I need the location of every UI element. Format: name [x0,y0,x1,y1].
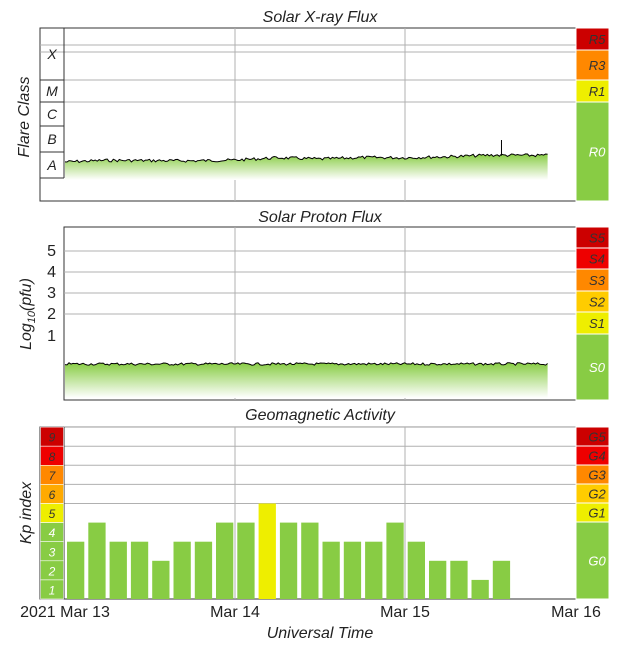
kp-level-label: 4 [49,526,56,540]
radio-scale-label: R3 [589,58,606,73]
x-tick-label-0: 2021 Mar 13 [20,604,110,621]
proton-ylabel-tail: (pfu) [18,278,35,311]
solar-scale-label: S4 [589,252,605,267]
kp-bar [386,522,404,599]
xray-title: Solar X-ray Flux [263,9,379,26]
solar-scale-cell [575,333,610,401]
kp-bar [450,560,468,599]
x-tick-label-2: Mar 15 [380,604,430,621]
kp-bar [492,560,511,599]
kp-bar [237,522,255,599]
kp-level-cell [40,579,64,600]
proton-y-tick-label: 3 [47,285,56,302]
proton-y-tick-label: 2 [47,306,56,323]
geomag-scale-label: G2 [588,487,606,502]
solar-scale-label: S2 [589,295,606,310]
flare-class-label: X [46,46,57,62]
geomag-title: Geomagnetic Activity [245,407,396,424]
flare-class-label: A [46,157,56,173]
geomag-scale-label: G3 [588,468,606,483]
proton-ylabel-main: Log [18,323,35,350]
kp-bar [301,522,319,599]
proton-flux-area [65,362,548,398]
proton-flux-line [64,362,548,366]
radio-scale-label: R5 [589,32,606,47]
flare-class-label: B [47,131,56,147]
kp-bar [194,541,213,599]
kp-bar [216,522,234,599]
kp-bar [407,541,425,599]
kp-level-label: 2 [48,564,56,578]
proton-title: Solar Proton Flux [258,209,383,226]
geomag-scale-label: G4 [588,449,605,464]
xray-flux-line [64,153,548,164]
kp-layer: 9 8 7 6 5 4 3 2 1 [40,426,511,600]
proton-layer: 5 4 3 2 1 [47,243,548,398]
solar-scale-label: S0 [589,360,606,375]
geomag-scale-label: G1 [588,506,605,521]
kp-level-label: 5 [49,507,56,521]
xray-ylabel: Flare Class [16,77,33,158]
kp-bar [279,522,298,599]
x-axis-label: Universal Time [267,625,374,642]
kp-bar [365,541,383,599]
xray-flux-area [65,153,548,180]
radio-scale-cell [575,49,610,81]
kp-bar [429,560,447,599]
kp-level-label: 6 [49,488,56,502]
radio-scale-label: R0 [589,145,606,160]
flare-class-label: C [47,106,58,122]
kp-bar [322,541,340,599]
flare-class-label: M [46,83,58,99]
kp-bar [109,541,127,599]
kp-bar [258,503,276,599]
kp-bar [130,541,149,599]
kp-level-label: 3 [49,545,56,559]
proton-y-tick-label: 5 [47,243,56,260]
geomag-scale-label: G0 [588,554,606,569]
radio-scale-cell [575,101,610,202]
solar-scale-label: S5 [589,231,606,246]
proton-ylabel: Log10(pfu) [18,278,38,350]
proton-y-tick-label: 1 [47,328,56,345]
kp-bar [67,541,85,599]
kp-level-label: 8 [49,450,56,464]
solar-scale-label: S3 [589,273,606,288]
x-tick-label-3: Mar 16 [551,604,601,621]
kp-bar [173,541,191,599]
kp-level-label: 7 [49,469,57,483]
scale-columns: R5 R3 R1 R0 S5 S4 S3 S2 S1 S0 G5 G4 G3 G2 G1 G0 [575,27,610,600]
kp-bar [152,560,170,599]
kp-bar [88,522,106,599]
kp-bar [471,579,489,599]
kp-bar [343,541,362,599]
proton-ylabel-sub: 10 [26,310,38,323]
geomag-ylabel: Kp index [18,481,35,544]
kp-level-label: 9 [49,431,56,445]
geomag-scale-cell [575,521,610,600]
radio-scale-label: R1 [589,84,606,99]
proton-y-tick-label: 4 [47,264,56,281]
x-tick-label-1: Mar 14 [210,604,260,621]
geomag-scale-label: G5 [588,430,606,445]
kp-level-label: 1 [49,583,56,597]
solar-scale-label: S1 [589,316,605,331]
